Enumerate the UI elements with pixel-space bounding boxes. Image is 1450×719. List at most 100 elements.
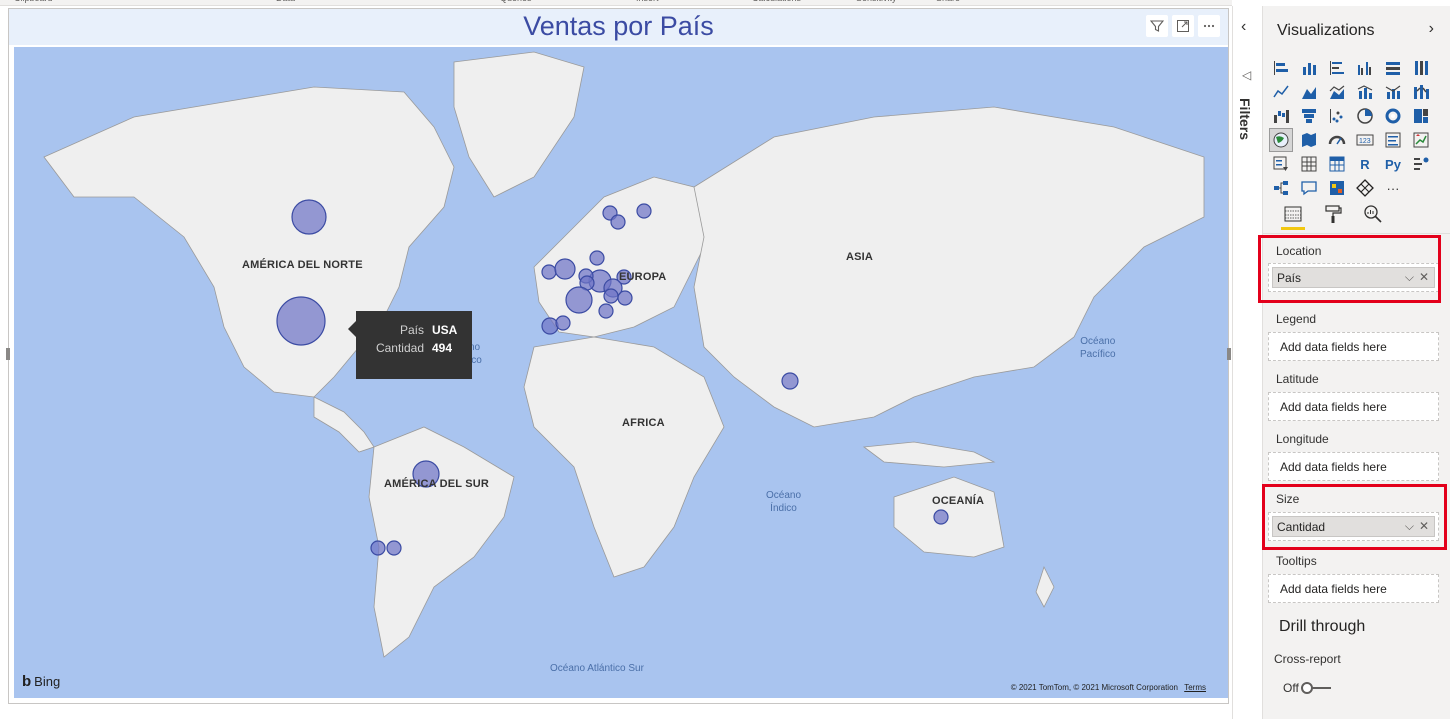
filter-icon[interactable]	[1146, 15, 1168, 37]
tooltips-well[interactable]: Add data fields here	[1268, 574, 1439, 603]
toggle-state-label: Off	[1283, 681, 1299, 695]
ribbon-group-share[interactable]: Share	[936, 0, 960, 3]
fields-well-icon	[1284, 206, 1302, 222]
bing-label: Bing	[34, 674, 61, 689]
slicer-icon[interactable]	[1269, 152, 1293, 176]
bing-b-icon: b	[22, 673, 32, 690]
bubble-greece	[598, 303, 614, 319]
multi-row-card-icon[interactable]	[1381, 128, 1405, 152]
stacked-column-chart-icon[interactable]	[1297, 56, 1321, 80]
legend-label: Legend	[1276, 312, 1317, 326]
longitude-well[interactable]: Add data fields here	[1268, 452, 1439, 481]
pie-chart-icon[interactable]	[1353, 104, 1377, 128]
resize-handle-left[interactable]	[6, 348, 10, 360]
fields-tab[interactable]	[1281, 204, 1305, 230]
donut-chart-icon[interactable]	[1381, 104, 1405, 128]
tooltips-label: Tooltips	[1276, 554, 1317, 568]
r-script-icon[interactable]: R	[1353, 152, 1377, 176]
label-south-atlantic-ocean: Océano Atlántico Sur	[550, 663, 644, 674]
chevron-down-icon[interactable]: ⌵	[1404, 270, 1414, 284]
remove-field-icon[interactable]: ✕	[1418, 270, 1429, 284]
toggle-track[interactable]	[1300, 682, 1331, 694]
funnel-chart-icon[interactable]	[1297, 104, 1321, 128]
resize-handle-right[interactable]	[1227, 348, 1231, 360]
legend-placeholder: Add data fields here	[1280, 340, 1387, 354]
cross-report-toggle[interactable]: Off	[1283, 681, 1331, 695]
analytics-magnifier-icon	[1364, 205, 1382, 223]
size-well[interactable]: Cantidad ⌵ ✕	[1268, 512, 1439, 541]
area-chart-icon[interactable]	[1297, 80, 1321, 104]
chevron-left-icon[interactable]: ‹	[1241, 18, 1247, 35]
ribbon-chart-icon[interactable]	[1409, 80, 1433, 104]
landmass-new-zealand	[1035, 565, 1055, 608]
100pct-column-chart-icon[interactable]	[1409, 56, 1433, 80]
line-stacked-column-icon[interactable]	[1381, 80, 1405, 104]
more-options-icon[interactable]	[1198, 15, 1220, 37]
filled-map-icon[interactable]	[1297, 128, 1321, 152]
map-visual-icon[interactable]	[1269, 128, 1293, 152]
tooltip-row-quantity: Cantidad 494	[368, 339, 460, 357]
format-tab[interactable]	[1321, 204, 1345, 230]
label-africa: AFRICA	[622, 417, 665, 429]
treemap-icon[interactable]	[1409, 104, 1433, 128]
map-visual[interactable]: Ventas por País	[8, 8, 1229, 704]
waterfall-chart-icon[interactable]	[1269, 104, 1293, 128]
ribbon-group-calculations[interactable]: Calculations	[752, 0, 801, 3]
tooltip-key-quantity: Cantidad	[375, 341, 424, 355]
ribbon-group-sensitivity[interactable]: Sensitivity	[856, 0, 897, 3]
bubble-brazil	[412, 460, 440, 488]
filters-pane-collapsed[interactable]: ‹ ◁ Filters	[1232, 6, 1262, 719]
filters-label[interactable]: Filters	[1237, 98, 1253, 141]
report-canvas[interactable]: Ventas por País	[0, 6, 1232, 719]
stacked-area-chart-icon[interactable]	[1325, 80, 1349, 104]
analytics-tab[interactable]	[1361, 204, 1385, 230]
ribbon-group-clipboard[interactable]: Clipboard	[14, 0, 53, 3]
clustered-bar-chart-icon[interactable]	[1325, 56, 1349, 80]
size-field-pill[interactable]: Cantidad ⌵ ✕	[1272, 516, 1435, 537]
focus-mode-icon[interactable]	[1172, 15, 1194, 37]
qa-visual-icon[interactable]	[1297, 176, 1321, 200]
chevron-right-icon[interactable]: ›	[1428, 20, 1434, 37]
latitude-well[interactable]: Add data fields here	[1268, 392, 1439, 421]
scatter-chart-icon[interactable]	[1325, 104, 1349, 128]
more-visuals-label: ···	[1386, 180, 1400, 196]
decomposition-tree-icon[interactable]	[1269, 176, 1293, 200]
terms-link[interactable]: Terms	[1184, 683, 1206, 692]
line-clustered-column-icon[interactable]	[1353, 80, 1377, 104]
landmass-greenland	[453, 51, 585, 198]
location-field-pill[interactable]: País ⌵ ✕	[1272, 267, 1435, 288]
stacked-bar-chart-icon[interactable]	[1269, 56, 1293, 80]
100pct-bar-chart-icon[interactable]	[1381, 56, 1405, 80]
chevron-down-icon[interactable]: ⌵	[1404, 519, 1414, 533]
key-influencers-icon[interactable]	[1409, 152, 1433, 176]
matrix-icon[interactable]	[1325, 152, 1349, 176]
location-well[interactable]: País ⌵ ✕	[1268, 263, 1439, 292]
more-visuals-icon[interactable]: ···	[1381, 176, 1405, 200]
bubble-denmark	[589, 250, 605, 266]
paginated-report-icon[interactable]	[1353, 176, 1377, 200]
legend-well[interactable]: Add data fields here	[1268, 332, 1439, 361]
bubble-uk	[554, 258, 576, 280]
funnel-icon: ◁	[1242, 68, 1252, 82]
landmass-central-america	[313, 396, 375, 453]
bubble-portugal	[555, 315, 571, 331]
cross-report-label: Cross-report	[1274, 652, 1341, 666]
gauge-icon[interactable]	[1325, 128, 1349, 152]
ribbon-group-insert[interactable]: Insert	[636, 0, 659, 3]
smart-narrative-icon[interactable]	[1325, 176, 1349, 200]
map-area[interactable]: AMÉRICA DEL NORTE EUROPA ASIA AFRICA AMÉ…	[14, 47, 1228, 698]
remove-field-icon[interactable]: ✕	[1418, 519, 1429, 533]
clustered-column-chart-icon[interactable]	[1353, 56, 1377, 80]
table-icon[interactable]	[1297, 152, 1321, 176]
toggle-knob[interactable]	[1300, 682, 1313, 694]
python-visual-icon[interactable]: Py	[1381, 152, 1405, 176]
line-chart-icon[interactable]	[1269, 80, 1293, 104]
bubble-india	[781, 372, 799, 390]
card-icon[interactable]: 123	[1353, 128, 1377, 152]
ribbon-group-queries[interactable]: Queries	[500, 0, 532, 3]
ribbon-group-data[interactable]: Data	[276, 0, 295, 3]
kpi-icon[interactable]	[1409, 128, 1433, 152]
longitude-placeholder: Add data fields here	[1280, 460, 1387, 474]
label-oceania: OCEANÍA	[932, 495, 985, 507]
